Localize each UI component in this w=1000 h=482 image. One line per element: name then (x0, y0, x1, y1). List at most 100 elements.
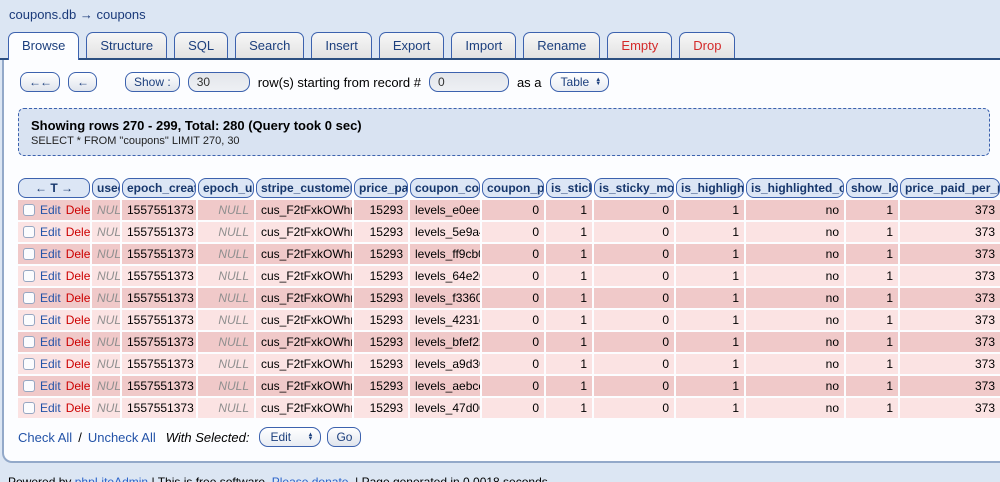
cell-epoch_used: NULL (198, 244, 254, 264)
row-checkbox[interactable] (23, 226, 35, 238)
cell-used: NULL (92, 222, 120, 242)
tab-search[interactable]: Search (235, 32, 305, 58)
cell-epoch_used: NULL (198, 222, 254, 242)
cell-is_sticky: 1 (546, 200, 592, 220)
row-checkbox[interactable] (23, 402, 35, 414)
with-selected-action-value: Edit (270, 430, 292, 444)
edit-link[interactable]: Edit (40, 379, 61, 393)
tab-browse[interactable]: Browse (8, 32, 80, 60)
cell-is_highlighted_color: no (746, 332, 844, 352)
cell-is_highlighted: 1 (676, 222, 744, 242)
with-selected-action-select[interactable]: Edit ▲ ▼ (259, 427, 322, 447)
phpliteadmin-link[interactable]: phpLiteAdmin (74, 475, 149, 482)
delete-link[interactable]: Delete (65, 335, 90, 349)
row-checkbox[interactable] (23, 270, 35, 282)
tab-structure[interactable]: Structure (86, 32, 168, 58)
delete-link[interactable]: Delete (65, 401, 90, 415)
breadcrumb-table-link[interactable]: coupons (96, 7, 146, 22)
delete-link[interactable]: Delete (65, 379, 90, 393)
edit-link[interactable]: Edit (40, 313, 61, 327)
column-header[interactable]: ← T → (18, 178, 90, 198)
column-header[interactable]: price_paid_per_post (900, 178, 1000, 198)
show-count-input[interactable] (187, 72, 250, 92)
cell-epoch_created: 1557551373 (122, 332, 196, 352)
cell-price_paid_per_post: 373 (900, 332, 1000, 352)
row-checkbox[interactable] (23, 358, 35, 370)
row-checkbox[interactable] (23, 336, 35, 348)
go-button[interactable]: Go (327, 427, 362, 447)
edit-link[interactable]: Edit (40, 335, 61, 349)
cell-is_sticky_month: 0 (594, 288, 674, 308)
column-header[interactable]: used (92, 178, 120, 198)
row-checkbox[interactable] (23, 314, 35, 326)
cell-show_logo: 1 (846, 310, 898, 330)
edit-link[interactable]: Edit (40, 225, 61, 239)
row-checkbox[interactable] (23, 380, 35, 392)
row-checkbox[interactable] (23, 292, 35, 304)
table-row: EditDeleteNULL1557551373NULLcus_F2tFxkOW… (18, 398, 1000, 418)
edit-link[interactable]: Edit (40, 357, 61, 371)
column-header[interactable]: is_highlighted (676, 178, 744, 198)
tab-sql[interactable]: SQL (174, 32, 229, 58)
cell-show_logo: 1 (846, 332, 898, 352)
delete-link[interactable]: Delete (65, 357, 90, 371)
edit-link[interactable]: Edit (40, 291, 61, 305)
cell-is_highlighted: 1 (676, 354, 744, 374)
column-header[interactable]: epoch_used (198, 178, 254, 198)
delete-link[interactable]: Delete (65, 313, 90, 327)
cell-is_sticky_month: 0 (594, 398, 674, 418)
uncheck-all-link[interactable]: Uncheck All (87, 429, 156, 445)
column-header[interactable]: coupon_code (410, 178, 480, 198)
cell-show_logo: 1 (846, 244, 898, 264)
tab-rename[interactable]: Rename (523, 32, 601, 58)
edit-link[interactable]: Edit (40, 269, 61, 283)
cell-is_sticky_month: 0 (594, 200, 674, 220)
edit-link[interactable]: Edit (40, 401, 61, 415)
prev-page-button[interactable]: ← (68, 72, 97, 92)
edit-link[interactable]: Edit (40, 203, 61, 217)
cell-show_logo: 1 (846, 376, 898, 396)
first-page-button[interactable]: ←← (20, 72, 60, 92)
view-select[interactable]: Table ▲ ▼ (549, 72, 610, 92)
check-all-link[interactable]: Check All (18, 429, 73, 445)
tab-empty[interactable]: Empty (607, 32, 673, 58)
tab-export[interactable]: Export (378, 32, 445, 58)
rows-starting-label: row(s) starting from record # (257, 74, 421, 90)
delete-link[interactable]: Delete (65, 225, 90, 239)
cell-coupon_code: levels_5e9a4a07 (410, 222, 480, 242)
tab-import[interactable]: Import (451, 32, 517, 58)
cell-price_paid: 15293 (354, 398, 408, 418)
column-header[interactable]: price_paid (354, 178, 408, 198)
edit-link[interactable]: Edit (40, 247, 61, 261)
column-header[interactable]: show_logo (846, 178, 898, 198)
delete-link[interactable]: Delete (65, 247, 90, 261)
cell-coupon_code: levels_47d06aa7 (410, 398, 480, 418)
delete-link[interactable]: Delete (65, 203, 90, 217)
column-header[interactable]: stripe_customer_id (256, 178, 352, 198)
tab-insert[interactable]: Insert (311, 32, 372, 58)
cell-is_highlighted_color: no (746, 222, 844, 242)
breadcrumb-db-link[interactable]: coupons.db (9, 7, 77, 22)
cell-epoch_used: NULL (198, 332, 254, 352)
row-checkbox[interactable] (23, 248, 35, 260)
cell-used: NULL (92, 398, 120, 418)
column-header[interactable]: is_sticky (546, 178, 592, 198)
cell-used: NULL (92, 376, 120, 396)
cell-epoch_used: NULL (198, 266, 254, 286)
cell-coupon_code: levels_4231c612 (410, 310, 480, 330)
tab-drop[interactable]: Drop (679, 32, 736, 58)
delete-link[interactable]: Delete (65, 291, 90, 305)
column-header[interactable]: is_sticky_month (594, 178, 674, 198)
column-header[interactable]: coupon_price (482, 178, 544, 198)
delete-link[interactable]: Delete (65, 269, 90, 283)
show-button[interactable]: Show : (125, 72, 180, 92)
cell-price_paid_per_post: 373 (900, 222, 1000, 242)
column-header[interactable]: is_highlighted_color (746, 178, 844, 198)
with-selected-label: With Selected: (165, 429, 250, 445)
column-header[interactable]: epoch_created (122, 178, 196, 198)
cell-stripe_customer_id: cus_F2tFxkOWhrjGgK (256, 288, 352, 308)
donate-link[interactable]: Please donate. (271, 475, 352, 482)
cell-is_sticky: 1 (546, 398, 592, 418)
row-checkbox[interactable] (23, 204, 35, 216)
start-record-input[interactable] (428, 72, 509, 92)
